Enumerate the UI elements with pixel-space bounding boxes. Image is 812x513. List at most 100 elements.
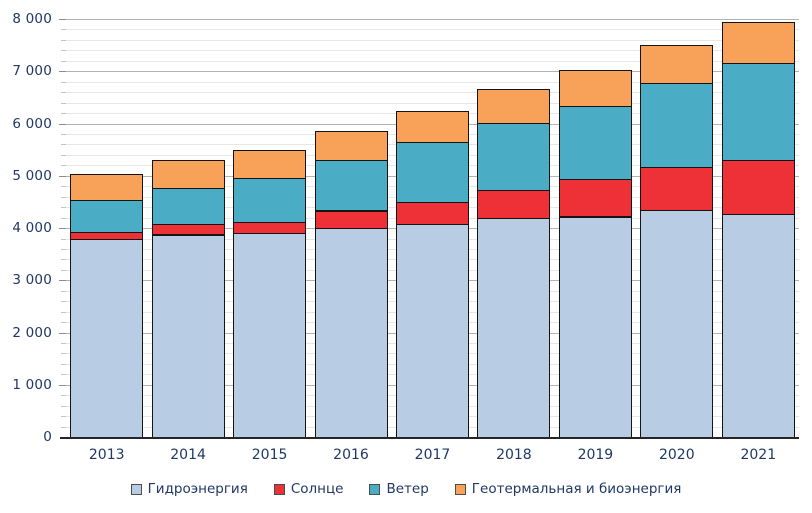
- y-axis-label: 2 000: [12, 324, 52, 341]
- category-label: 2014: [170, 447, 206, 463]
- gridline-minor: [66, 102, 799, 104]
- gridline-minor: [66, 29, 799, 31]
- x-axis-line: [60, 437, 799, 439]
- y-axis-label: 3 000: [12, 272, 52, 289]
- gridline-minor: [66, 39, 799, 41]
- bar-segment-Ветер: [314, 160, 388, 212]
- bar-segment-Геотермальная и биоэнергия: [396, 111, 469, 143]
- y-axis-tick: [61, 186, 66, 188]
- bar-segment-Геотермальная и биоэнергия: [233, 149, 307, 179]
- y-axis-tick: [59, 384, 66, 386]
- y-axis-tick: [61, 39, 66, 41]
- y-axis-tick: [61, 154, 66, 156]
- gridline-minor: [66, 50, 799, 52]
- gridline-minor: [66, 92, 799, 94]
- y-axis-tick: [61, 133, 66, 135]
- y-axis-tick: [61, 353, 66, 355]
- bar-segment-Солнце: [396, 201, 469, 226]
- bar-segment-Геотермальная и биоэнергия: [151, 160, 225, 189]
- bar-segment-Геотермальная и биоэнергия: [477, 88, 551, 124]
- bar-segment-Гидроэнергия: [721, 213, 795, 438]
- y-axis-tick: [59, 19, 66, 20]
- bar-segment-Гидроэнергия: [640, 210, 714, 438]
- y-axis-tick: [59, 228, 66, 229]
- y-axis-tick: [61, 322, 66, 324]
- y-axis-tick: [61, 92, 66, 94]
- y-axis-tick: [61, 311, 66, 313]
- y-axis-tick: [61, 102, 66, 104]
- category-label: 2018: [496, 447, 532, 463]
- bar-segment-Солнце: [233, 222, 307, 235]
- y-axis-tick: [61, 217, 66, 219]
- bar-segment-Ветер: [477, 123, 551, 192]
- category-label: 2013: [88, 447, 125, 463]
- legend-swatch-icon: [130, 483, 142, 495]
- y-axis-tick: [61, 81, 66, 83]
- bar-segment-Солнце: [151, 224, 225, 236]
- bar-segment-Солнце: [721, 160, 795, 215]
- legend-item: Геотермальная и биоэнергия: [454, 481, 682, 497]
- bar-segment-Солнце: [477, 190, 551, 220]
- y-axis-label: 5 000: [12, 167, 52, 184]
- legend-label: Гидроэнергия: [147, 481, 248, 497]
- bar-segment-Гидроэнергия: [314, 227, 388, 438]
- y-axis-label: 1 000: [12, 376, 52, 393]
- legend-item: Солнце: [273, 481, 344, 497]
- category-label: 2021: [740, 447, 777, 463]
- bar-segment-Ветер: [233, 177, 307, 224]
- bar-segment-Гидроэнергия: [70, 239, 144, 438]
- y-axis-tick: [61, 259, 66, 261]
- y-axis-tick: [61, 144, 66, 146]
- bar-segment-Гидроэнергия: [233, 233, 307, 438]
- y-axis-tick: [61, 374, 66, 376]
- legend-label: Ветер: [386, 481, 429, 497]
- bar-segment-Геотермальная и биоэнергия: [70, 173, 144, 201]
- y-axis-tick: [61, 342, 66, 344]
- y-axis-tick: [61, 290, 66, 292]
- category-label: 2020: [658, 447, 695, 463]
- bar-segment-Ветер: [721, 63, 795, 162]
- legend-swatch-icon: [369, 483, 381, 495]
- y-axis-tick: [59, 71, 66, 73]
- y-axis-tick: [61, 248, 66, 250]
- gridline-major: [66, 71, 799, 73]
- legend-swatch-icon: [273, 483, 285, 495]
- y-axis-tick: [61, 50, 66, 52]
- bar-segment-Геотермальная и биоэнергия: [640, 45, 714, 84]
- y-axis-label: 4 000: [12, 220, 52, 236]
- category-label: 2015: [251, 447, 288, 463]
- y-axis-tick: [61, 301, 66, 303]
- category-label: 2016: [333, 447, 369, 463]
- bar-segment-Гидроэнергия: [558, 216, 632, 438]
- y-axis-tick: [61, 405, 66, 407]
- y-axis-tick: [61, 207, 66, 209]
- y-axis-tick: [61, 196, 66, 198]
- bar-segment-Ветер: [151, 188, 225, 226]
- bar-segment-Гидроэнергия: [477, 218, 551, 438]
- y-axis-tick: [61, 165, 66, 167]
- y-axis-tick: [61, 395, 66, 397]
- y-axis-tick: [59, 332, 66, 334]
- y-axis-tick: [61, 416, 66, 418]
- legend-label: Солнце: [290, 481, 344, 497]
- chart-legend: Гидроэнергия Солнце Ветер Геотермальная и б…: [0, 477, 812, 501]
- y-axis-label: 0: [43, 429, 52, 445]
- y-axis-label: 7 000: [12, 63, 52, 80]
- bar-segment-Гидроэнергия: [151, 234, 225, 438]
- y-axis-label: 8 000: [12, 11, 52, 27]
- y-axis-tick: [61, 363, 66, 365]
- bar-segment-Солнце: [640, 166, 714, 211]
- bar-segment-Геотермальная и биоэнергия: [721, 22, 795, 65]
- gridline-minor: [66, 81, 799, 83]
- gridline-major: [66, 19, 799, 20]
- bar-segment-Геотермальная и биоэнергия: [558, 70, 632, 108]
- y-axis-tick: [61, 269, 66, 271]
- bar-segment-Ветер: [640, 83, 714, 168]
- bar-segment-Солнце: [70, 232, 144, 241]
- legend-label: Геотермальная и биоэнергия: [471, 481, 682, 497]
- y-axis-tick: [61, 113, 66, 115]
- gridline-minor: [66, 60, 799, 62]
- legend-item: Гидроэнергия: [130, 481, 248, 497]
- bar-segment-Ветер: [70, 199, 144, 234]
